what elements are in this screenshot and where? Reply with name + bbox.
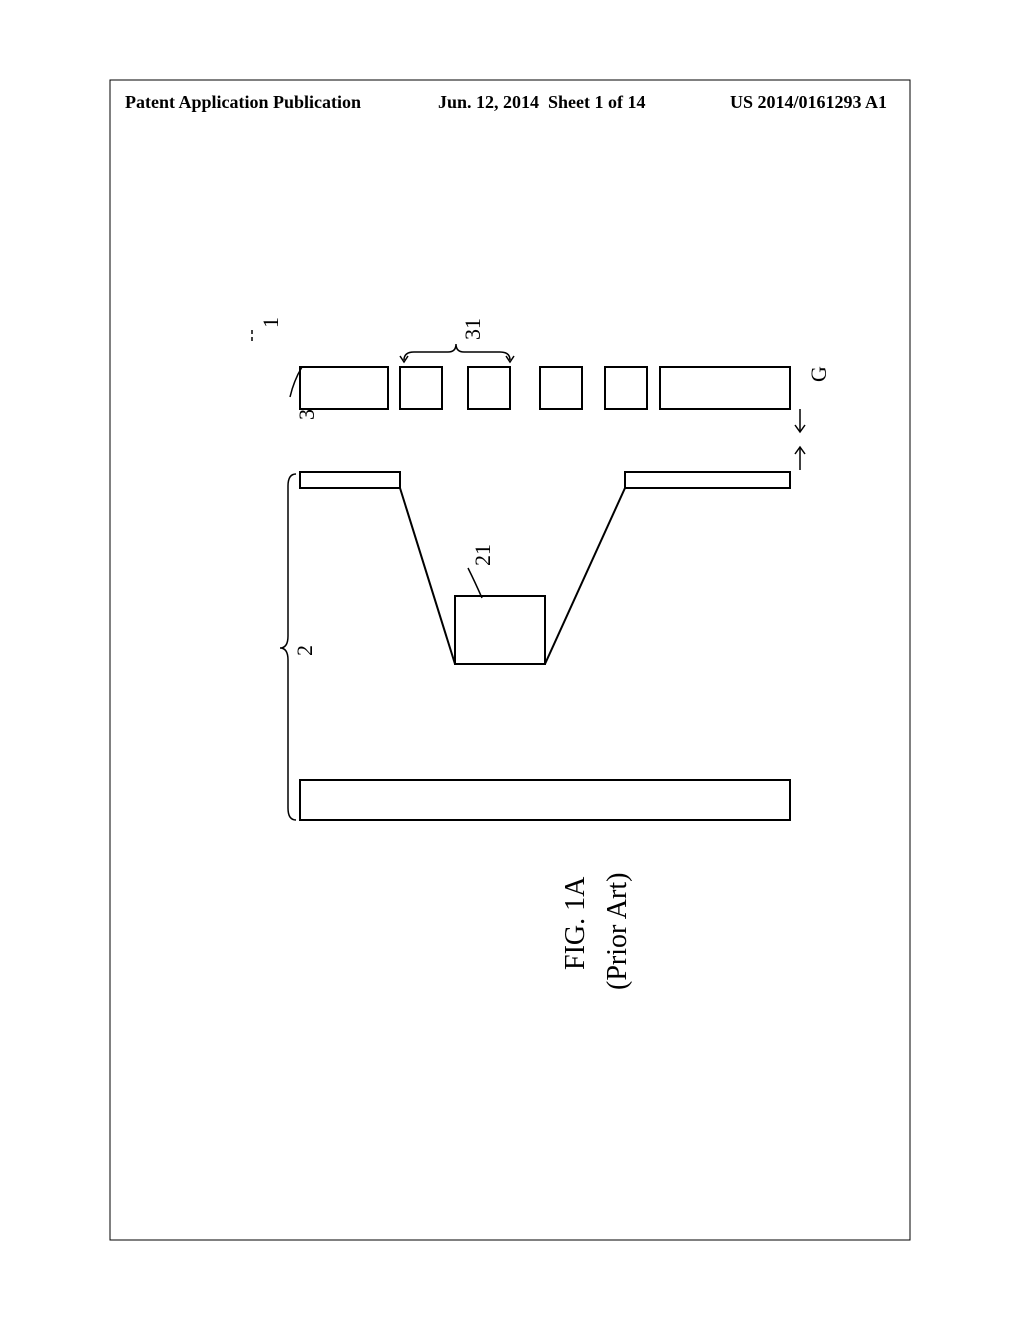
ref-label-g: G xyxy=(806,366,832,382)
gap-arrow-g xyxy=(795,409,805,470)
trap-left-slant xyxy=(400,488,455,664)
top-small-2 xyxy=(468,367,510,409)
curly-brace-31 xyxy=(404,344,510,360)
patent-figure xyxy=(0,0,1024,1320)
leader-21 xyxy=(468,568,482,598)
page-border xyxy=(110,80,910,1240)
top-small-4 xyxy=(605,367,647,409)
ref-label-31: 31 xyxy=(460,318,486,340)
ref-label-21: 21 xyxy=(470,544,496,566)
trap-top-rect xyxy=(455,596,545,664)
top-small-1 xyxy=(400,367,442,409)
top-big-left xyxy=(300,367,388,409)
figure-caption-2: (Prior Art) xyxy=(602,873,634,990)
ref-label-3: 3 xyxy=(294,409,320,420)
top-small-3 xyxy=(540,367,582,409)
ref-label-1: 1 xyxy=(258,317,284,328)
diagram-group xyxy=(252,330,805,820)
figure-caption-1: FIG. 1A xyxy=(560,877,592,970)
ref-label-2: 2 xyxy=(292,645,318,656)
top-big-right xyxy=(660,367,790,409)
trap-left-bar xyxy=(300,472,400,488)
trap-right-bar xyxy=(625,472,790,488)
trap-right-slant xyxy=(545,488,625,664)
base-rect xyxy=(300,780,790,820)
